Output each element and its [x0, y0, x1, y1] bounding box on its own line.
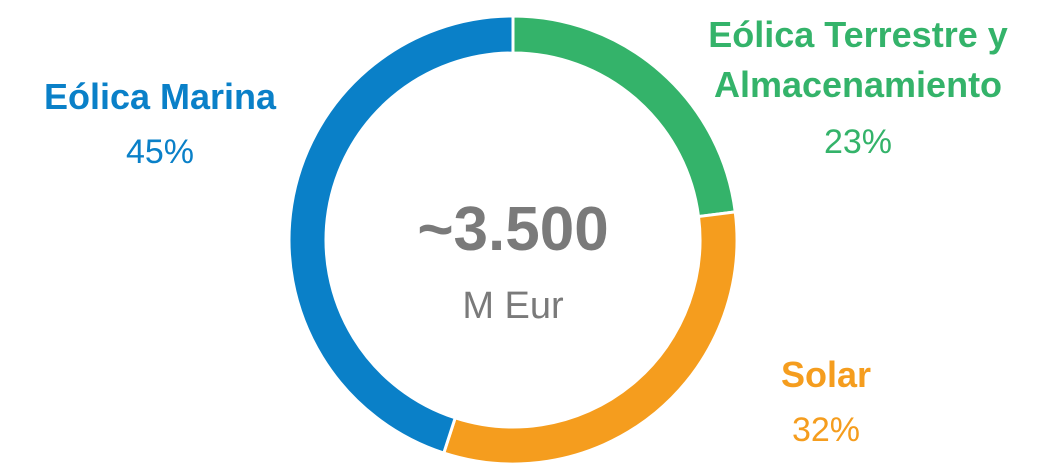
value-label: 23% [823, 123, 893, 161]
donut-segment [287, 14, 515, 455]
category-label: Solar [780, 354, 872, 395]
value-label: 32% [791, 411, 861, 449]
category-label: Eólica Marina [43, 76, 277, 117]
center-label: ~3.500 [417, 195, 609, 264]
center-sublabel: M Eur [462, 285, 564, 327]
value-label: 45% [125, 133, 195, 171]
category-label: Eólica Terrestre y Almacenamiento [708, 14, 1008, 105]
